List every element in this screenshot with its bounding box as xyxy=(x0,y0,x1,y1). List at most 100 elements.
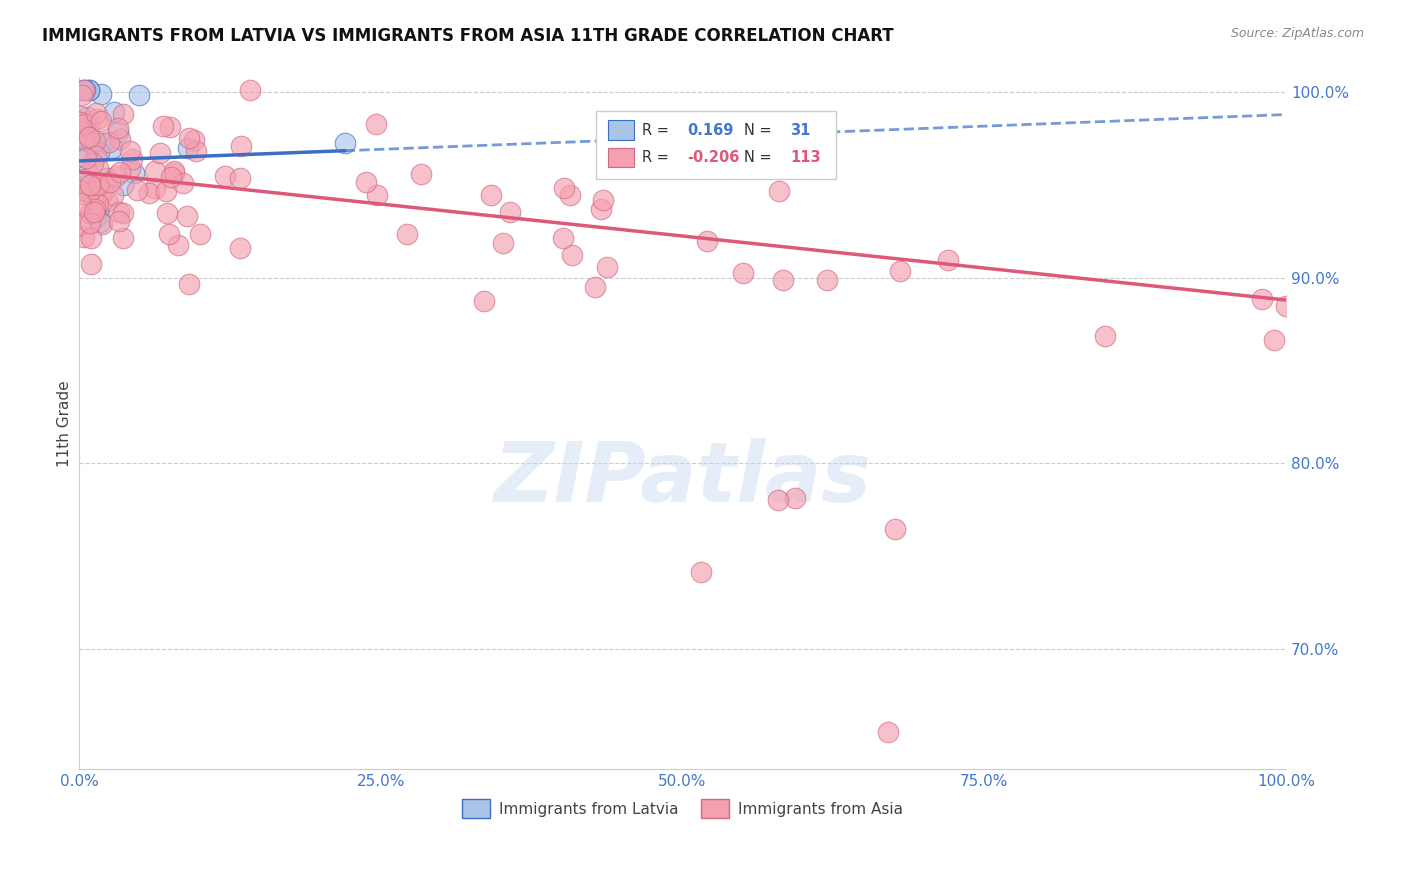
Point xyxy=(77,129,100,144)
Point xyxy=(188,227,211,241)
Point xyxy=(69,122,91,136)
Point xyxy=(156,206,179,220)
Point xyxy=(479,188,502,202)
Point xyxy=(79,178,101,192)
Text: N =: N = xyxy=(744,150,776,165)
Point xyxy=(90,184,112,198)
Point xyxy=(82,136,104,150)
Point xyxy=(108,213,131,227)
Point xyxy=(77,83,100,97)
Point xyxy=(69,218,91,232)
Point xyxy=(772,273,794,287)
Text: -0.206: -0.206 xyxy=(688,150,740,165)
Point xyxy=(77,166,100,180)
Point xyxy=(83,134,105,148)
Point xyxy=(97,135,120,149)
Point xyxy=(87,145,110,160)
Point xyxy=(177,130,200,145)
Point xyxy=(89,178,111,192)
Point xyxy=(96,171,118,186)
Text: 31: 31 xyxy=(790,122,810,137)
Point xyxy=(76,120,98,134)
Point xyxy=(596,260,619,274)
Point xyxy=(354,175,377,189)
Point xyxy=(333,136,356,150)
Point xyxy=(72,83,94,97)
Point xyxy=(184,145,207,159)
Point xyxy=(120,161,142,176)
Point xyxy=(551,230,574,244)
Point xyxy=(79,185,101,199)
Point xyxy=(69,123,91,137)
Point xyxy=(84,210,107,224)
Point xyxy=(396,227,419,241)
Point xyxy=(75,151,97,165)
Text: 113: 113 xyxy=(790,150,821,165)
Point xyxy=(90,113,112,128)
Point xyxy=(76,111,98,125)
Point xyxy=(91,217,114,231)
Point xyxy=(690,565,713,579)
Point xyxy=(125,183,148,197)
Point xyxy=(87,202,110,217)
Point xyxy=(124,166,146,180)
Point xyxy=(239,83,262,97)
Point xyxy=(108,205,131,219)
Point xyxy=(73,149,96,163)
Point xyxy=(591,202,613,216)
Point xyxy=(492,235,515,250)
Point xyxy=(104,169,127,184)
Point xyxy=(69,196,91,211)
Point xyxy=(98,176,121,190)
Point xyxy=(366,187,388,202)
Y-axis label: 11th Grade: 11th Grade xyxy=(58,380,72,467)
Point xyxy=(80,231,103,245)
Point xyxy=(83,202,105,216)
Point xyxy=(179,277,201,291)
Point xyxy=(112,231,135,245)
Point xyxy=(79,186,101,200)
Point xyxy=(889,264,911,278)
Point xyxy=(172,176,194,190)
Point xyxy=(69,183,91,197)
Point xyxy=(1094,329,1116,343)
Point xyxy=(149,145,172,160)
FancyBboxPatch shape xyxy=(596,111,835,179)
Point xyxy=(93,186,115,200)
Point xyxy=(69,115,91,129)
Text: R =: R = xyxy=(641,122,673,137)
Point xyxy=(474,294,496,309)
Point xyxy=(103,104,125,119)
Point xyxy=(364,118,387,132)
Point xyxy=(160,169,183,184)
Text: N =: N = xyxy=(744,122,776,137)
Point xyxy=(108,132,131,146)
Point xyxy=(89,214,111,228)
Point xyxy=(183,132,205,146)
Point xyxy=(72,187,94,202)
Point xyxy=(120,145,142,159)
Point xyxy=(72,83,94,97)
Point xyxy=(112,206,135,220)
Point xyxy=(121,152,143,166)
Point xyxy=(84,149,107,163)
Point xyxy=(411,167,433,181)
Point xyxy=(152,120,174,134)
Point xyxy=(138,186,160,200)
Point xyxy=(498,204,520,219)
Point xyxy=(72,171,94,186)
Point xyxy=(107,121,129,136)
Point xyxy=(80,257,103,271)
Point xyxy=(101,141,124,155)
Point xyxy=(79,205,101,219)
Point xyxy=(108,165,131,179)
Text: Source: ZipAtlas.com: Source: ZipAtlas.com xyxy=(1230,27,1364,40)
Point xyxy=(107,125,129,139)
Point xyxy=(73,132,96,146)
Point xyxy=(876,725,898,739)
Bar xyxy=(607,120,634,140)
Point xyxy=(696,234,718,248)
Point xyxy=(87,161,110,176)
Point xyxy=(592,193,614,207)
Point xyxy=(77,186,100,200)
